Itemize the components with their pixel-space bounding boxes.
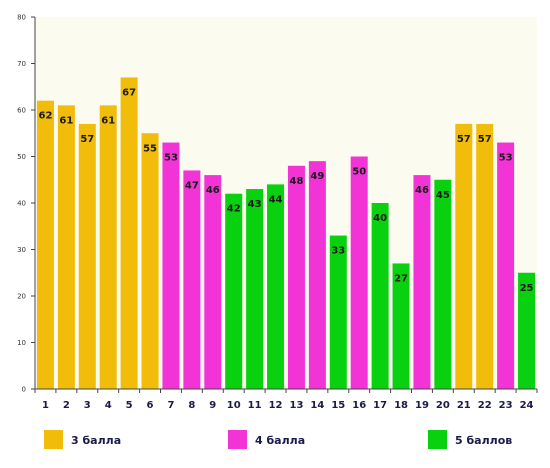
bar-value-label: 40 [373,213,387,224]
bar [204,175,222,389]
bar-value-label: 61 [101,115,115,126]
bar [308,161,326,389]
x-tick-label: 9 [209,400,216,411]
x-tick-label: 16 [352,400,366,411]
bar-value-label: 47 [185,180,199,191]
bar [162,142,180,389]
x-axis: 1 2 3 4 5 6 7 8 9 10 11 12 13 14 15 16 17 18 19 20 21 22 23 24 [31,388,538,411]
x-tick-label: 18 [394,400,408,411]
bar-value-label: 50 [352,167,366,178]
x-tick-label: 5 [126,400,133,411]
bar-value-label: 62 [38,111,52,122]
bar [36,100,54,389]
bar-value-label: 53 [164,153,178,164]
bar-value-label: 57 [478,134,492,145]
x-tick-label: 3 [84,400,91,411]
x-tick-label: 8 [188,400,195,411]
bar-value-label: 44 [269,194,283,205]
y-tick-label: 30 [17,246,26,254]
y-axis: 0 10 20 30 40 50 60 70 80 [17,14,36,394]
x-tick-label: 13 [289,400,303,411]
bar-value-label: 33 [331,246,345,257]
bar-value-label: 46 [206,185,220,196]
legend-label: 3 балла [71,434,121,447]
bar-value-label: 27 [394,273,408,284]
y-tick-label: 10 [17,339,26,347]
x-tick-label: 12 [269,400,283,411]
x-tick-label: 10 [227,400,241,411]
bar-value-label: 57 [80,134,94,145]
bar-value-label: 42 [227,204,241,215]
x-tick-label: 23 [499,400,513,411]
x-tick-label: 7 [167,400,174,411]
x-tick-label: 19 [415,400,429,411]
x-tick-label: 24 [520,400,534,411]
bar-value-label: 25 [520,283,534,294]
y-tick-label: 50 [17,153,26,161]
bar [225,193,243,389]
legend-swatch [228,430,247,449]
y-tick-label: 40 [17,200,26,208]
bar [329,235,347,389]
bar-value-label: 53 [499,153,513,164]
legend-label: 4 балла [255,434,305,447]
y-tick-label: 80 [17,14,26,22]
bar-value-label: 61 [59,115,73,126]
x-tick-label: 2 [63,400,70,411]
bar [518,272,536,389]
x-tick-label: 4 [105,400,112,411]
x-tick-label: 14 [310,400,324,411]
bar [246,189,264,389]
bar-value-label: 49 [310,171,324,182]
legend: 3 балла 4 балла 5 баллов [44,430,512,449]
bar-value-label: 67 [122,87,136,98]
x-tick-label: 20 [436,400,450,411]
y-tick-label: 0 [22,386,26,394]
y-tick-label: 70 [17,60,26,68]
legend-swatch [428,430,447,449]
x-tick-label: 1 [42,400,49,411]
bar [455,123,473,389]
bar [183,170,201,389]
bar-value-label: 45 [436,190,450,201]
bar [57,105,75,389]
bars: 62 61 57 61 67 55 53 47 46 42 43 44 48 49 33 50 40 27 46 45… [36,77,536,389]
bar [99,105,117,389]
legend-swatch [44,430,63,449]
bar [434,179,452,389]
bar [476,123,494,389]
x-tick-label: 21 [457,400,471,411]
bar [120,77,138,389]
y-tick-label: 60 [17,107,26,115]
bar [267,184,285,389]
x-tick-label: 17 [373,400,387,411]
bar-value-label: 55 [143,143,157,154]
bar [350,156,368,389]
plot-area [35,17,537,389]
bar [413,175,431,389]
x-tick-label: 22 [478,400,492,411]
bar [141,133,159,389]
bar-value-label: 57 [457,134,471,145]
legend-label: 5 баллов [455,434,512,447]
x-tick-label: 15 [331,400,345,411]
bar-value-label: 46 [415,185,429,196]
bar-value-label: 43 [248,199,262,210]
y-tick-label: 20 [17,293,26,301]
bar [371,203,389,389]
bar [497,142,515,389]
bar [78,123,96,389]
x-tick-label: 11 [248,400,262,411]
bar-value-label: 48 [289,176,303,187]
x-tick-label: 6 [147,400,154,411]
bar [392,263,410,389]
bar [287,165,305,389]
